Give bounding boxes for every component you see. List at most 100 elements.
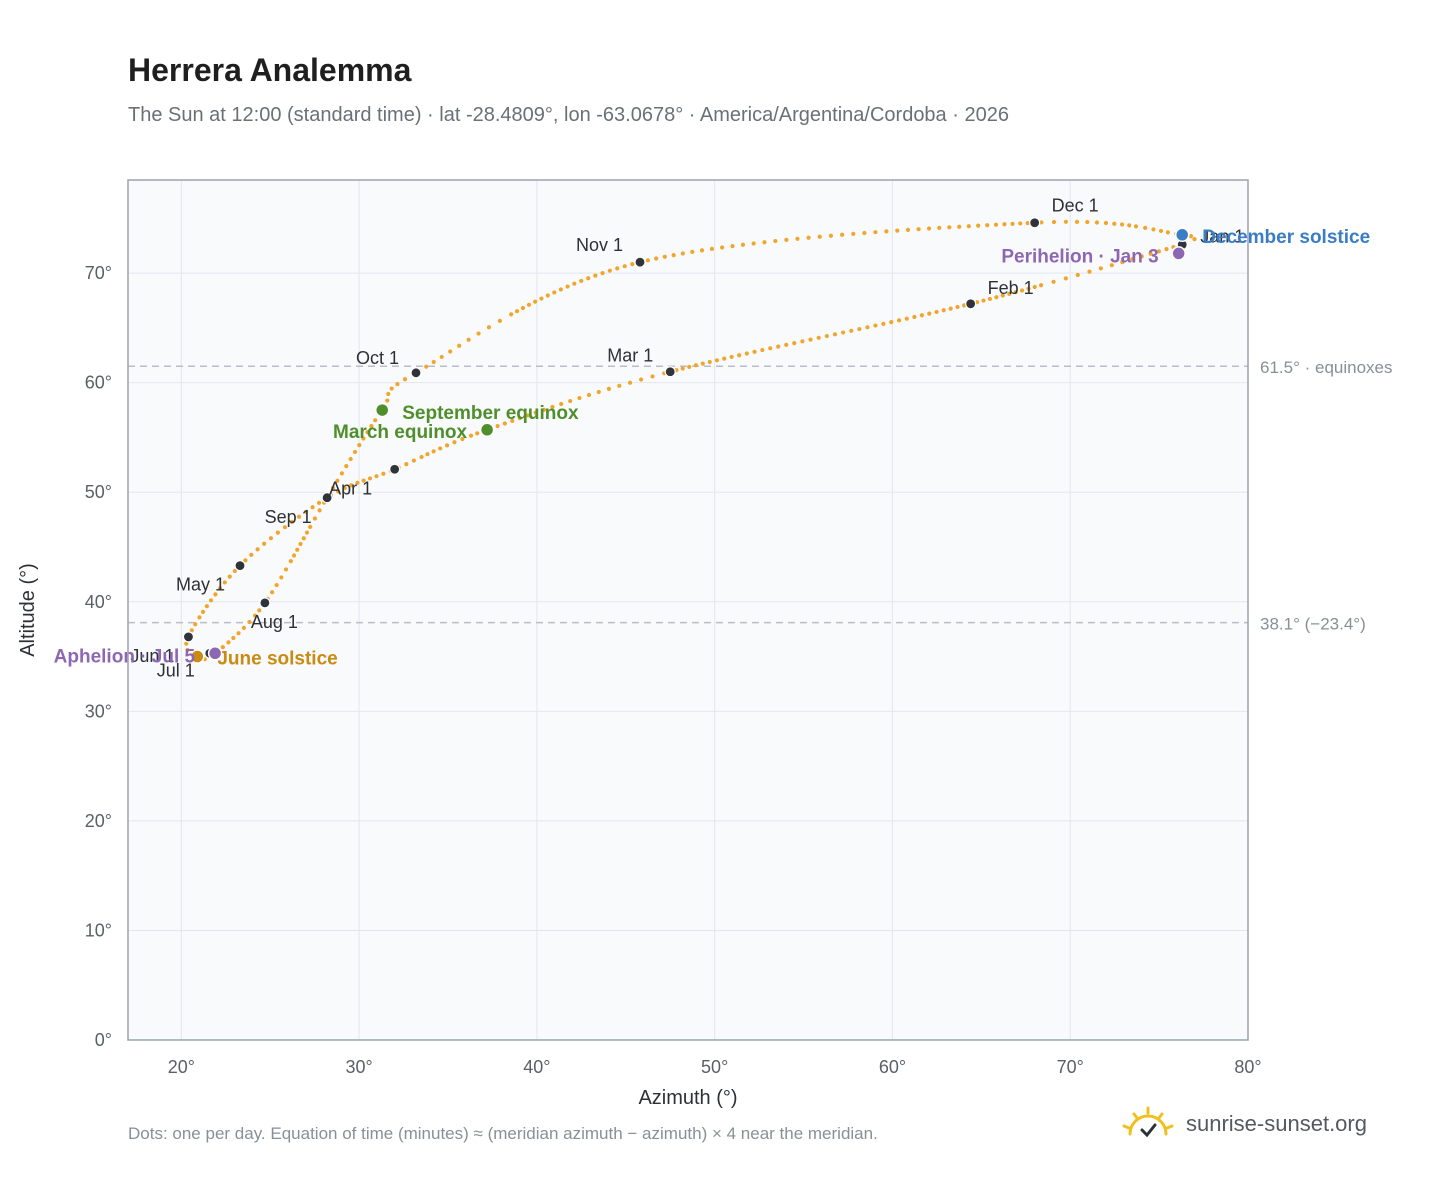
day-dot [438, 446, 443, 451]
day-dot [729, 354, 734, 360]
day-dot [361, 478, 366, 483]
day-dot [680, 251, 685, 256]
day-dot [389, 386, 394, 391]
day-dot [411, 458, 417, 463]
y-tick-label: 0° [95, 1030, 112, 1050]
day-dot [295, 547, 300, 552]
y-tick-label: 40° [85, 592, 112, 612]
y-tick-label: 20° [85, 811, 112, 831]
month-label: Jan 1 [1200, 227, 1244, 247]
x-tick-label: 40° [523, 1057, 550, 1077]
day-dot [291, 553, 297, 558]
day-dot [1038, 283, 1044, 288]
day-dot [475, 431, 480, 436]
day-dot [514, 309, 520, 314]
month-marker [1029, 217, 1041, 229]
day-dot [832, 332, 838, 337]
day-dot [720, 245, 725, 250]
day-dot [247, 619, 252, 625]
month-label: Dec 1 [1052, 196, 1099, 216]
brand[interactable]: sunrise-sunset.org [1120, 1102, 1367, 1146]
y-axis-ticks: 0° 10° 20° 30° 40° 50° 60° 70° [85, 263, 112, 1050]
day-dot [301, 536, 306, 541]
day-dot [1013, 290, 1018, 295]
day-dot [200, 609, 206, 615]
day-dot [927, 311, 932, 316]
day-dot [298, 541, 303, 547]
day-dot [213, 592, 218, 597]
x-tick-label: 80° [1234, 1057, 1261, 1077]
day-dot [800, 339, 805, 344]
day-dot [776, 344, 781, 349]
day-dot [699, 248, 705, 253]
day-dot [348, 456, 353, 462]
day-dot [502, 421, 507, 426]
brand-name: sunrise-sunset.org [1186, 1111, 1367, 1136]
day-dot [904, 316, 909, 321]
day-dot [690, 249, 695, 254]
day-dot [740, 242, 746, 247]
sun-logo-icon [1122, 1106, 1174, 1138]
day-dot [533, 410, 538, 415]
day-dot [1143, 225, 1148, 230]
day-dot [1094, 220, 1100, 225]
day-dot [1019, 288, 1025, 293]
day-dot [303, 509, 308, 514]
day-dot [1139, 254, 1144, 259]
day-dot [1158, 228, 1164, 234]
day-dot [752, 349, 757, 354]
day-dot [784, 342, 789, 347]
day-dot [270, 590, 275, 595]
y-tick-label: 70° [85, 263, 112, 283]
day-dot [424, 364, 429, 369]
day-dot [476, 331, 481, 336]
day-dot [349, 483, 354, 488]
x-tick-label: 20° [168, 1057, 195, 1077]
day-dot [1165, 230, 1170, 235]
day-dot [976, 223, 981, 228]
day-dot [873, 323, 878, 328]
day-dot [1074, 219, 1080, 224]
event-marker [1171, 246, 1186, 261]
day-dot [565, 284, 570, 289]
day-dot [707, 359, 712, 365]
day-dot [342, 485, 347, 491]
day-dot [1032, 284, 1037, 290]
day-dot [957, 224, 962, 229]
y-tick-label: 30° [85, 701, 112, 721]
month-marker [634, 256, 646, 268]
day-dot [768, 346, 773, 351]
day-dot [279, 575, 284, 580]
month-label: Nov 1 [576, 235, 623, 255]
day-dot [773, 238, 778, 244]
day-dot [895, 228, 900, 233]
y-tick-label: 10° [85, 920, 112, 940]
month-label: Oct 1 [356, 348, 399, 368]
event-marker [1174, 227, 1190, 243]
day-dot [367, 476, 373, 481]
day-dot [402, 377, 408, 382]
day-dot [662, 254, 667, 259]
day-dot [816, 335, 821, 340]
day-dot [381, 471, 386, 476]
day-dot [1103, 220, 1109, 226]
day-dot [520, 305, 526, 311]
footnote: Dots: one per day. Equation of time (min… [128, 1124, 878, 1143]
day-dot [1075, 272, 1080, 278]
month-label: Sep 1 [265, 507, 312, 527]
day-dot [249, 552, 254, 557]
month-marker [182, 631, 195, 643]
day-dot [304, 530, 310, 535]
day-dot [252, 613, 258, 618]
month-marker [965, 298, 977, 310]
day-dot [762, 240, 767, 245]
chart-subtitle: The Sun at 12:00 (standard time) · lat -… [128, 104, 1009, 126]
plot-frame [127, 179, 1249, 1041]
day-dot [335, 478, 340, 483]
day-dot [1130, 257, 1135, 262]
day-dot [357, 442, 362, 448]
day-dot [1085, 219, 1090, 225]
day-dot [795, 236, 800, 241]
day-dot [308, 524, 313, 529]
day-dot [630, 262, 635, 267]
